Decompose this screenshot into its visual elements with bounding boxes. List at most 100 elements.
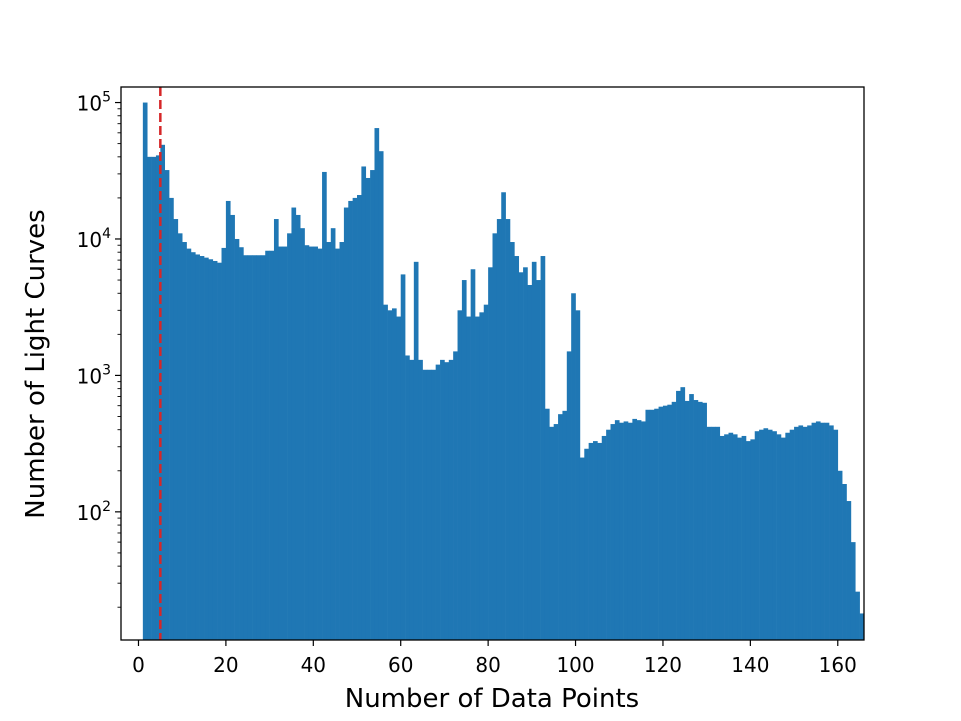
histogram-bar: [221, 247, 227, 641]
x-tick-label: 20: [213, 653, 238, 677]
histogram-bar: [479, 312, 485, 640]
histogram-bar: [641, 421, 646, 640]
histogram-bar: [322, 171, 327, 640]
histogram-bar: [702, 402, 707, 640]
histogram-bar: [719, 435, 725, 640]
histogram-bars: [142, 102, 865, 641]
histogram-bar: [759, 429, 764, 640]
x-tick-label: 160: [819, 653, 857, 677]
histogram-bar: [785, 432, 790, 640]
histogram-bar: [330, 228, 336, 640]
histogram-bar: [177, 233, 183, 640]
x-tick-label: 140: [731, 653, 769, 677]
histogram-bar: [400, 274, 406, 640]
histogram-bar: [715, 426, 721, 640]
y-axis-ticks: 102 103 104 105: [77, 90, 121, 608]
histogram-bar: [697, 401, 703, 640]
histogram-bar: [204, 257, 209, 640]
histogram-bar: [304, 245, 310, 640]
histogram-bar: [273, 219, 279, 641]
histogram-bar: [667, 404, 672, 640]
histogram-bar: [606, 429, 611, 640]
histogram-bar: [466, 316, 471, 640]
histogram-bar: [387, 310, 393, 640]
histogram-bar: [728, 432, 734, 640]
histogram-bar: [593, 441, 598, 640]
histogram-bar: [689, 394, 694, 640]
histogram-bar: [741, 435, 747, 640]
histogram-bar: [649, 409, 655, 640]
x-tick-label: 0: [132, 653, 145, 677]
histogram-bar: [553, 424, 559, 640]
x-tick-label: 120: [644, 653, 682, 677]
histogram-bar: [295, 214, 301, 640]
histogram-bar: [579, 457, 585, 640]
histogram-bar: [448, 359, 454, 640]
histogram-bar: [265, 250, 270, 641]
histogram-bar: [514, 256, 520, 640]
histogram-bar: [794, 426, 799, 640]
histogram-bar: [182, 242, 187, 640]
histogram-bar: [190, 252, 196, 640]
histogram-bar: [846, 501, 852, 640]
histogram-bar: [527, 284, 533, 640]
histogram-bar: [374, 128, 380, 640]
y-tick-label: 105: [77, 90, 111, 116]
histogram-bar: [357, 195, 362, 640]
histogram-bar: [711, 426, 716, 640]
histogram-bar: [317, 248, 323, 641]
histogram-bar: [619, 422, 624, 640]
histogram-bar: [680, 387, 686, 640]
histogram-bar: [391, 308, 397, 640]
histogram-bar: [584, 448, 589, 640]
histogram-bar: [780, 437, 786, 640]
histogram-bar: [724, 434, 729, 640]
histogram-bar: [343, 207, 349, 641]
histogram-bar: [627, 422, 633, 640]
histogram-bar: [706, 426, 712, 640]
histogram-bar: [422, 369, 428, 640]
x-tick-label: 100: [556, 653, 594, 677]
histogram-bar: [239, 247, 244, 641]
histogram-bar: [378, 151, 384, 640]
histogram-bar: [256, 255, 262, 641]
histogram-bar: [772, 431, 777, 640]
histogram-bar: [676, 390, 681, 640]
histogram-bar: [488, 267, 493, 640]
histogram-bar: [470, 269, 476, 640]
histogram-bar: [571, 293, 576, 640]
x-axis-label: Number of Data Points: [345, 684, 639, 714]
histogram-bar: [361, 166, 367, 640]
histogram-bar: [405, 355, 410, 640]
histogram-bar: [326, 242, 332, 640]
y-tick-label: 103: [77, 362, 111, 388]
histogram-bar: [160, 144, 166, 640]
x-axis-ticks: 0 20 40 60 80 100 120 140 160: [132, 640, 857, 677]
histogram-bar: [802, 426, 808, 640]
histogram-bar: [544, 408, 550, 640]
histogram-bar: [370, 170, 375, 640]
histogram-bar: [566, 351, 572, 640]
histogram-bar: [815, 421, 821, 640]
histogram-bar: [575, 310, 581, 640]
histogram-bar: [260, 255, 266, 641]
histogram-bar: [287, 233, 292, 640]
histogram-bar: [837, 470, 843, 640]
histogram-bar: [186, 248, 192, 641]
histogram-bar: [278, 246, 284, 641]
histogram-bar: [829, 425, 834, 640]
histogram-bar: [155, 155, 161, 640]
histogram-bar: [632, 418, 638, 640]
histogram-bar: [431, 369, 436, 640]
histogram-bar: [509, 242, 515, 640]
histogram-bar: [732, 434, 738, 640]
histogram-bar: [671, 401, 677, 640]
histogram-bar: [230, 214, 235, 640]
histogram-bar: [623, 421, 629, 640]
histogram-bar: [654, 408, 659, 640]
histogram-bar: [383, 304, 388, 640]
histogram-bar: [169, 197, 174, 640]
histogram-bar: [558, 414, 563, 640]
histogram-bar: [636, 420, 642, 640]
